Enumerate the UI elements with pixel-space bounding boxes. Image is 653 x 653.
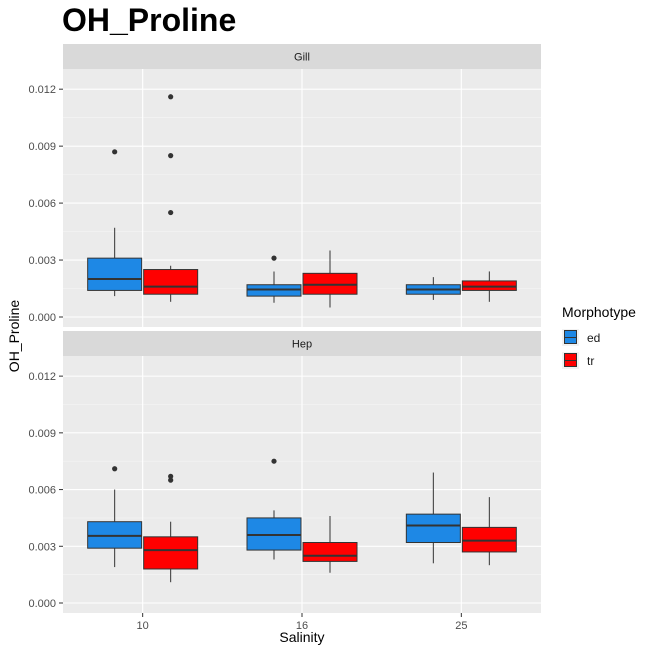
legend: Morphotype ed tr [562, 304, 636, 372]
legend-item-tr: tr [562, 349, 636, 372]
facet-strip [63, 331, 541, 356]
box-ed-10 [87, 257, 143, 291]
outlier-point [168, 209, 174, 216]
box-tr-10 [143, 269, 199, 295]
y-tick-label: 0.000 [28, 312, 56, 324]
x-tick-label: 25 [455, 620, 467, 632]
y-tick-label: 0.006 [28, 485, 56, 497]
legend-swatch-ed [564, 330, 577, 344]
outlier-point [168, 477, 174, 483]
outlier-point [112, 466, 118, 472]
facet-label: Gill [294, 52, 310, 64]
outlier-point [271, 458, 277, 464]
y-tick-label: 0.009 [28, 141, 56, 153]
x-tick-label: 10 [137, 620, 149, 632]
box-tr-16 [302, 542, 358, 562]
x-tick-label: 16 [296, 620, 308, 632]
y-tick-label: 0.009 [28, 428, 56, 440]
outlier-point [168, 473, 174, 479]
outlier-point [168, 94, 174, 100]
legend-item-ed: ed [562, 326, 636, 349]
facet-label: Hep [292, 339, 312, 351]
facet-strip [63, 44, 541, 69]
legend-swatch-tr [564, 353, 577, 367]
outlier-point [168, 153, 174, 159]
chart-title: OH_Proline [62, 2, 237, 38]
y-axis-label: OH_Proline [6, 300, 22, 373]
outlier-point [112, 149, 118, 155]
y-tick-label: 0.003 [28, 255, 56, 267]
box-tr-10 [143, 536, 199, 570]
y-tick-label: 0.012 [28, 371, 56, 383]
outlier-point [271, 255, 277, 261]
x-axis-label: Salinity [279, 629, 324, 645]
legend-title: Morphotype [562, 304, 636, 320]
y-tick-label: 0.006 [28, 198, 56, 210]
y-tick-label: 0.000 [28, 598, 56, 610]
y-tick-label: 0.003 [28, 541, 56, 553]
legend-label-tr: tr [587, 353, 595, 368]
legend-label-ed: ed [587, 330, 601, 345]
box-ed-25 [405, 513, 461, 543]
y-tick-label: 0.012 [28, 84, 56, 96]
